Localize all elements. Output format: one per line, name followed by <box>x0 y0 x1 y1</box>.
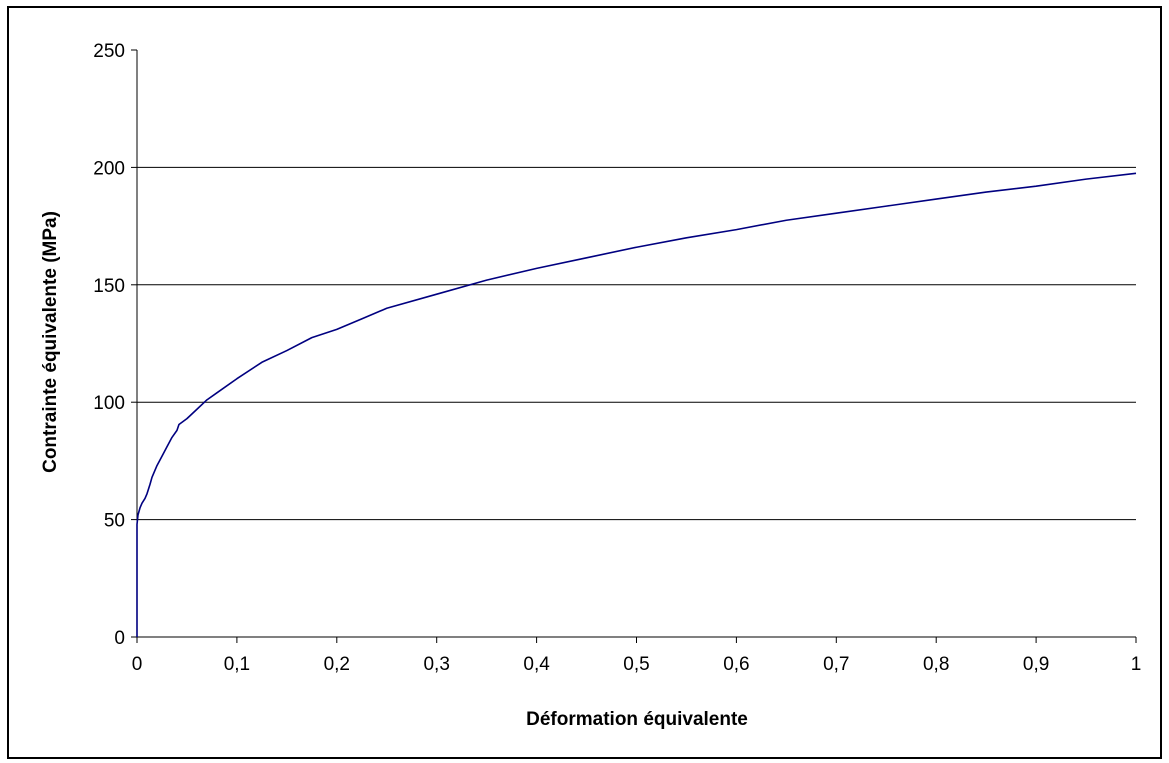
gridlines <box>137 166 1136 521</box>
y-tick-label: 250 <box>93 41 125 62</box>
series-line-0 <box>136 172 1137 637</box>
y-tick-label: 0 <box>114 628 125 649</box>
x-tick-label: 1 <box>1131 654 1142 675</box>
y-tick-label: 50 <box>104 511 125 532</box>
chart-frame <box>7 6 1162 759</box>
x-tick-label: 0,7 <box>823 654 849 675</box>
y-axis-title: Contrainte équivalente (MPa) <box>40 211 61 473</box>
x-tick-label: 0,8 <box>923 654 949 675</box>
x-tick-label: 0,4 <box>523 654 550 675</box>
y-tick-label: 200 <box>93 158 125 179</box>
x-tick-label: 0,5 <box>623 654 649 675</box>
tick-labels: 0 50 100 150 200 250 0 0,1 0,2 0,3 0,4 0,5 0,6 0,7 0,8… <box>93 41 1141 675</box>
series-layer <box>136 172 1137 637</box>
x-tick-label: 0,1 <box>224 654 250 675</box>
y-tick-label: 150 <box>93 276 125 297</box>
x-tick-label: 0,2 <box>324 654 350 675</box>
x-tick-label: 0 <box>132 654 143 675</box>
x-tick-label: 0,6 <box>723 654 749 675</box>
x-tick-label: 0,3 <box>423 654 449 675</box>
x-tick-label: 0,9 <box>1023 654 1049 675</box>
axes <box>131 49 1137 643</box>
x-axis-title: Déformation équivalente <box>526 709 748 730</box>
y-tick-label: 100 <box>93 393 125 414</box>
